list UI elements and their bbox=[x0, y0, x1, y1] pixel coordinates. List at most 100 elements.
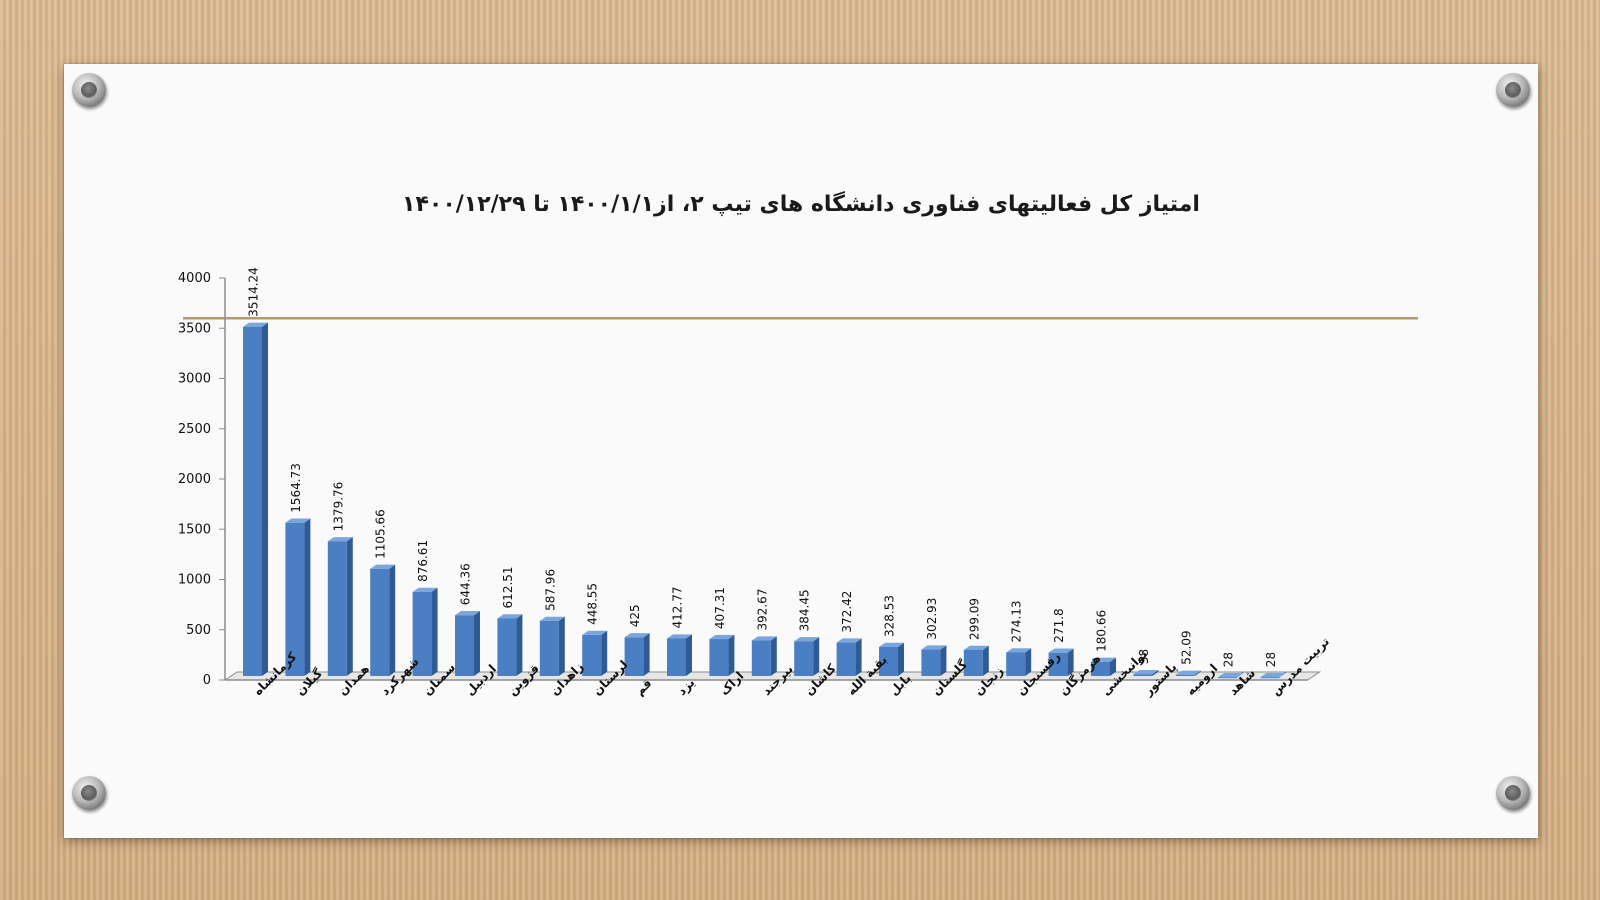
bar-side bbox=[940, 645, 947, 676]
bar-group bbox=[751, 636, 777, 676]
data-label: 328.53 bbox=[883, 595, 897, 637]
bar-top bbox=[539, 616, 565, 621]
data-label: 1379.76 bbox=[331, 482, 345, 532]
bar-top bbox=[285, 518, 311, 523]
y-tick-label: 2000 bbox=[178, 472, 211, 487]
y-tick-label: 4000 bbox=[178, 271, 211, 286]
data-label: 407.31 bbox=[713, 587, 727, 629]
bar bbox=[327, 541, 347, 676]
bar-side bbox=[982, 645, 989, 676]
bar-group bbox=[836, 638, 862, 676]
category-label: شاهد bbox=[1226, 666, 1258, 698]
bar-top bbox=[327, 537, 353, 542]
data-label: 271.8 bbox=[1052, 608, 1066, 642]
bar-group bbox=[1091, 657, 1116, 676]
bar bbox=[582, 634, 602, 676]
bar-top bbox=[667, 634, 692, 639]
bar-group bbox=[285, 518, 311, 676]
bar-group bbox=[709, 634, 735, 676]
bar-group bbox=[539, 616, 565, 676]
bar-group bbox=[1175, 670, 1201, 676]
bar-side bbox=[389, 564, 396, 676]
data-label: 392.67 bbox=[755, 589, 769, 631]
data-label: 412.77 bbox=[671, 587, 685, 629]
bar-top bbox=[1175, 670, 1201, 675]
bar bbox=[836, 642, 856, 676]
top-left-rivet-icon bbox=[72, 73, 106, 107]
y-tick-label: 3500 bbox=[178, 321, 211, 336]
bar-side bbox=[346, 537, 353, 676]
bar-top bbox=[921, 645, 947, 650]
bar bbox=[1175, 674, 1195, 676]
bar-group bbox=[667, 634, 692, 676]
y-tick-label: 500 bbox=[186, 623, 211, 638]
bar-group bbox=[624, 633, 650, 676]
data-label: 644.36 bbox=[459, 563, 473, 605]
bar-group bbox=[1260, 671, 1286, 679]
top-right-rivet-icon bbox=[1496, 73, 1530, 107]
bar-group bbox=[1006, 648, 1032, 676]
data-label: 876.61 bbox=[416, 540, 430, 582]
data-label: 587.96 bbox=[543, 569, 557, 611]
bar-group bbox=[1218, 671, 1244, 679]
bar-top bbox=[963, 645, 989, 650]
bar-side bbox=[516, 614, 523, 676]
data-label: 52.09 bbox=[1179, 630, 1193, 664]
chart-title: امتیاز کل فعالیتهای فناوری دانشگاه های ت… bbox=[402, 192, 1200, 217]
bar bbox=[455, 615, 474, 676]
data-label: 299.09 bbox=[967, 598, 981, 640]
bar-side bbox=[1025, 648, 1032, 676]
bar bbox=[879, 646, 898, 676]
data-label: 274.13 bbox=[1010, 600, 1024, 642]
bar bbox=[1218, 677, 1238, 679]
bar bbox=[751, 640, 771, 676]
bar bbox=[709, 639, 729, 676]
bar-side bbox=[728, 634, 735, 676]
bar-top bbox=[1260, 672, 1286, 678]
bar-top bbox=[455, 611, 480, 616]
bar-side bbox=[898, 642, 904, 676]
data-label: 3514.24 bbox=[247, 267, 261, 317]
bar-side bbox=[304, 518, 311, 676]
bar-side bbox=[431, 587, 438, 676]
data-label: 1105.66 bbox=[374, 509, 388, 559]
bar-top bbox=[1091, 657, 1116, 662]
bar bbox=[243, 326, 262, 676]
bar-side bbox=[686, 634, 692, 676]
bar-top bbox=[879, 642, 904, 647]
y-tick-label: 1500 bbox=[178, 522, 211, 537]
data-label: 425 bbox=[628, 604, 642, 627]
bar bbox=[794, 641, 814, 676]
data-label: 28 bbox=[1264, 652, 1278, 667]
bar-top bbox=[1218, 672, 1244, 678]
bar-top bbox=[709, 634, 735, 640]
bar-side bbox=[601, 630, 608, 676]
bar-group bbox=[1133, 669, 1159, 676]
bar bbox=[285, 522, 305, 676]
bar-side bbox=[558, 616, 565, 676]
data-label: 384.45 bbox=[798, 589, 812, 631]
bottom-right-rivet-icon bbox=[1496, 776, 1530, 810]
bar bbox=[624, 637, 644, 676]
bar-top bbox=[794, 637, 820, 642]
bar bbox=[1048, 652, 1068, 676]
bar-side bbox=[262, 322, 268, 676]
bar-side bbox=[770, 636, 777, 676]
bar-group bbox=[1048, 648, 1074, 676]
bar-side bbox=[643, 633, 650, 676]
bar bbox=[963, 649, 983, 676]
bar-top bbox=[370, 564, 396, 569]
bar-group bbox=[243, 322, 268, 676]
bar-group bbox=[412, 587, 438, 676]
bar bbox=[539, 620, 559, 676]
bar bbox=[921, 649, 941, 676]
bar-group bbox=[455, 611, 480, 676]
bar-top bbox=[412, 587, 438, 592]
bar-top bbox=[836, 638, 862, 643]
bar bbox=[1091, 661, 1110, 676]
bar-top bbox=[243, 322, 268, 327]
bar-group bbox=[963, 645, 989, 676]
bar bbox=[1260, 677, 1280, 679]
bar bbox=[1133, 674, 1153, 676]
bar-group bbox=[327, 537, 353, 676]
